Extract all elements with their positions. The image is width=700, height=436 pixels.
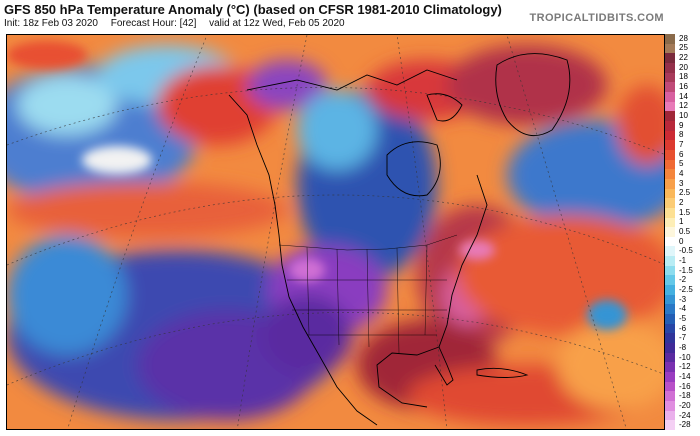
colorbar-label: -7 (679, 333, 687, 343)
colorbar-label: -24 (679, 410, 691, 420)
colorbar-swatch (665, 275, 675, 286)
coastlines (228, 53, 571, 426)
colorbar-swatch (665, 246, 675, 257)
colorbar-swatch (665, 34, 675, 45)
anomaly-field (7, 45, 664, 425)
colorbar-swatch (665, 381, 675, 392)
colorbar-swatch (665, 72, 675, 83)
colorbar-label: 10 (679, 111, 688, 121)
site-brand: TROPICALTIDBITS.COM (529, 12, 664, 24)
colorbar-label: -20 (679, 400, 691, 410)
colorbar-swatch (665, 265, 675, 276)
init-time: Init: 18z Feb 03 2020 (4, 18, 98, 29)
colorbar-swatch (665, 420, 675, 431)
colorbar-swatch (665, 62, 675, 74)
colorbar-legend: 28 25 22 20 18 16 14 12 10 9 8 7 6 5 4 3 2.5 2 1.5 1 0.5 0 -0.… (665, 33, 700, 431)
colorbar-swatch (665, 372, 675, 383)
colorbar-swatch (665, 207, 675, 218)
colorbar-swatch (665, 91, 675, 103)
colorbar-label: 25 (679, 43, 688, 53)
colorbar-label: 1.5 (679, 207, 691, 217)
colorbar-label: 5 (679, 159, 684, 169)
colorbar-swatch (665, 120, 675, 132)
colorbar-label: -16 (679, 381, 691, 391)
colorbar-swatch (665, 236, 675, 247)
colorbar-label: 16 (679, 82, 688, 92)
chart-subtitle: Init: 18z Feb 03 2020 Forecast Hour: [42… (4, 18, 355, 29)
colorbar-label: 22 (679, 53, 688, 63)
colorbar-label: -8 (679, 342, 687, 352)
colorbar-label: 18 (679, 72, 688, 82)
colorbar-label: -14 (679, 371, 691, 381)
colorbar-swatch (665, 227, 675, 238)
colorbar-swatch (665, 256, 675, 267)
colorbar-swatch (665, 82, 675, 93)
colorbar-label: 2 (679, 198, 684, 208)
colorbar-label: -3 (679, 294, 687, 304)
colorbar-swatch (665, 178, 675, 190)
colorbar-label: 3 (679, 178, 684, 188)
colorbar-swatch (665, 343, 675, 354)
anomaly-detail (7, 41, 627, 330)
colorbar-label: 20 (679, 62, 688, 72)
chart-title: GFS 850 hPa Temperature Anomaly (°C) (ba… (4, 2, 502, 17)
colorbar-label: 6 (679, 149, 684, 159)
colorbar-swatch (665, 111, 675, 122)
colorbar-swatch (665, 101, 675, 112)
chart-header: GFS 850 hPa Temperature Anomaly (°C) (ba… (0, 0, 700, 34)
colorbar-label: -1.5 (679, 265, 693, 275)
colorbar-label: -12 (679, 362, 691, 372)
colorbar-label: 12 (679, 101, 688, 111)
colorbar-label: -2 (679, 275, 687, 285)
colorbar-swatch (665, 217, 675, 228)
colorbar-label: -2.5 (679, 284, 693, 294)
anomaly-map-svg (7, 35, 664, 429)
colorbar-swatch (665, 401, 675, 412)
colorbar-label: 1 (679, 217, 684, 227)
valid-time: valid at 12z Wed, Feb 05 2020 (209, 18, 345, 29)
colorbar-label: -28 (679, 420, 691, 430)
colorbar-swatch (665, 130, 675, 141)
colorbar-label: -4 (679, 304, 687, 314)
colorbar-swatch (665, 188, 675, 199)
colorbar-label: -18 (679, 391, 691, 401)
colorbar-label: -10 (679, 352, 691, 362)
colorbar-label: 28 (679, 33, 688, 43)
colorbar-swatch (665, 352, 675, 363)
colorbar-swatch (665, 304, 675, 315)
borders (278, 234, 458, 354)
colorbar-label: 14 (679, 91, 688, 101)
anomaly-map (6, 34, 665, 430)
colorbar-label: 2.5 (679, 188, 691, 198)
forecast-hour: Forecast Hour: [42] (110, 18, 197, 29)
colorbar-swatch (665, 198, 675, 209)
colorbar-label: -0.5 (679, 246, 693, 256)
colorbar-label: -6 (679, 323, 687, 333)
colorbar-label: 4 (679, 169, 684, 179)
colorbar-swatch (665, 333, 675, 344)
colorbar-swatch (665, 43, 675, 54)
colorbar-swatch (665, 169, 675, 180)
colorbar-label: 0 (679, 236, 684, 246)
colorbar-swatch (665, 149, 675, 161)
colorbar-swatch (665, 294, 675, 305)
colorbar-label: 8 (679, 130, 684, 140)
colorbar-swatch (665, 362, 675, 373)
colorbar-swatch (665, 53, 675, 64)
colorbar-swatch (665, 285, 675, 296)
colorbar-swatch (665, 391, 675, 402)
colorbar-label: -1 (679, 255, 687, 265)
graticule (7, 35, 664, 429)
colorbar-label: 0.5 (679, 227, 691, 236)
colorbar-swatch (665, 314, 675, 325)
colorbar-swatch (665, 140, 675, 151)
colorbar-label: -5 (679, 313, 687, 323)
colorbar-swatch (665, 159, 675, 170)
colorbar-swatch (665, 410, 675, 421)
colorbar-swatch (665, 323, 675, 334)
colorbar-label: 7 (679, 140, 684, 150)
colorbar-label: 9 (679, 120, 684, 130)
